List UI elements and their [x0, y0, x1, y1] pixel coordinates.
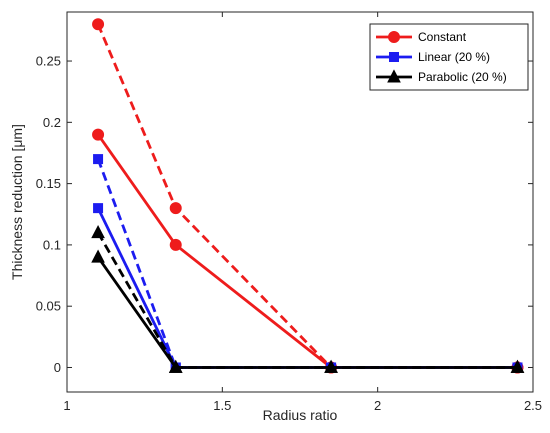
- series-layer: [91, 18, 525, 374]
- legend-label: Linear (20 %): [418, 50, 490, 64]
- legend-label: Parabolic (20 %): [418, 70, 507, 84]
- data-point-circle: [169, 202, 182, 215]
- data-point-triangle: [168, 359, 183, 373]
- y-tick-label: 0.1: [43, 237, 61, 252]
- x-axis-label: Radius ratio: [263, 407, 338, 423]
- legend-item: Parabolic (20 %): [376, 69, 507, 84]
- legend-item: Constant: [376, 30, 467, 44]
- legend-marker-circle: [388, 31, 400, 43]
- data-point-triangle: [510, 359, 525, 373]
- legend-item: Linear (20 %): [376, 50, 490, 64]
- data-point-triangle: [324, 359, 338, 373]
- legend-marker-triangle: [387, 69, 401, 83]
- axes-box: [66, 11, 534, 393]
- series-line: [96, 23, 518, 369]
- data-point-square: [93, 154, 104, 165]
- data-point-triangle: [91, 249, 105, 263]
- y-axis-label: Thickness reduction [μm]: [9, 124, 25, 280]
- x-tick-label: 1: [63, 398, 70, 413]
- legend-marker-square: [389, 52, 399, 62]
- x-tick-label: 2.5: [524, 398, 542, 413]
- y-tick-label: 0.15: [36, 176, 61, 191]
- x-tick-label: 2: [374, 398, 381, 413]
- data-point-circle: [92, 128, 105, 141]
- series-line: [96, 256, 518, 369]
- y-tick-label: 0.05: [36, 299, 61, 314]
- legend: Constant Linear (20 %) Parabolic (20 %): [369, 23, 529, 91]
- series-line: [96, 231, 518, 369]
- data-point-circle: [169, 238, 182, 251]
- x-tick-label: 1.5: [213, 398, 231, 413]
- series-5-triangle-dashed: [91, 224, 525, 373]
- axes-layer: 1 1.5 2 2.5 0 0.05 0.1 0.15 0.2 0.25: [36, 11, 542, 413]
- y-tick-label: 0.2: [43, 115, 61, 130]
- legend-label: Constant: [418, 30, 467, 44]
- y-tick-label: 0: [54, 360, 61, 375]
- y-tick-label: 0.25: [36, 54, 61, 69]
- data-point-triangle: [91, 224, 105, 239]
- data-point-circle: [92, 18, 105, 31]
- data-point-square: [93, 203, 104, 214]
